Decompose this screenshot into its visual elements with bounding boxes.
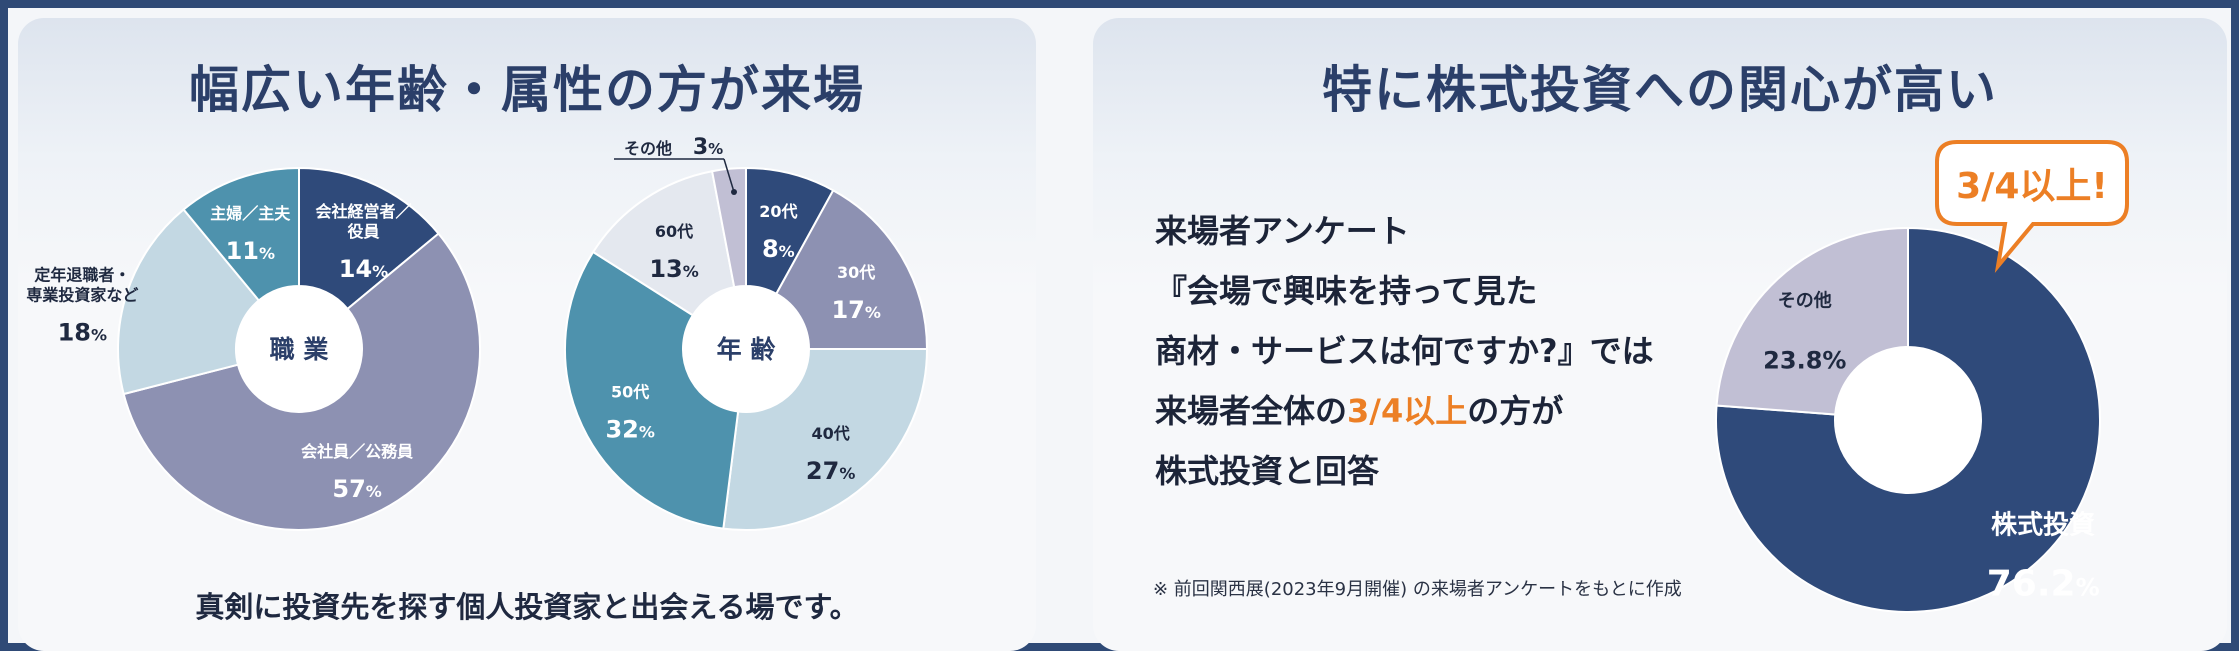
age-value-4: 13% <box>649 255 698 283</box>
age-center-label: 年 齢 <box>717 335 776 364</box>
occupation-category-2-1: 専業投資家など <box>26 285 138 304</box>
occupation-category-2-0: 定年退職者・ <box>33 265 130 284</box>
occupation-category-0-1: 役員 <box>347 222 379 241</box>
occupation-donut-chart: 会社経営者／役員 14% 会社員／公務員 57% 定年退職者・専業投資家など 18% 主婦／… <box>26 166 481 531</box>
interest-value-0: 76.2% <box>1987 564 2100 605</box>
age-label-0: 20代 8% <box>759 202 797 263</box>
occupation-slice-2 <box>117 208 261 396</box>
occupation-category-3-0: 主婦／主夫 <box>210 204 291 223</box>
age-value-2: 27% <box>806 457 855 485</box>
survey-line-5: 株式投資と回答 <box>1155 452 1380 490</box>
age-category-1-0: 30代 <box>837 263 875 282</box>
age-category-0-0: 20代 <box>759 202 797 221</box>
interest-donut-chart: 株式投資 76.2% その他 23.8% 3/4以上! <box>1715 140 2129 613</box>
occupation-hole <box>236 286 362 412</box>
survey-line-4: 来場者全体の3/4以上の方が <box>1155 381 1654 441</box>
age-label-1: 30代 17% <box>831 263 880 324</box>
survey-description: 来場者アンケート 『会場で興味を持って見た 商材・サービスは何ですか?』では 来… <box>1155 201 1654 501</box>
occupation-value-1: 57% <box>332 475 381 503</box>
occupation-label-0: 会社経営者／役員 14% <box>315 202 411 283</box>
age-donut-chart: 20代 8% 30代 17% 40代 27% 50代 32% 60代 13% 年 齢 その他 3% <box>564 135 929 531</box>
age-value-1: 17% <box>831 296 880 324</box>
interest-label-0: 株式投資 76.2% <box>1987 511 2100 605</box>
occupation-value-0: 14% <box>339 255 388 283</box>
interest-hole <box>1835 347 1981 493</box>
survey-line-2: 『会場で興味を持って見た <box>1155 272 1538 310</box>
age-label-5: その他 3% <box>614 135 737 195</box>
age-category-4-0: 60代 <box>655 222 693 241</box>
survey-highlight: 3/4以上 <box>1347 392 1468 430</box>
interest-category-0-0: 株式投資 <box>1991 511 2095 541</box>
occupation-value-3: 11% <box>226 237 275 265</box>
interest-card: 特に株式投資への関心が高い 来場者アンケート 『会場で興味を持って見た 商材・サ… <box>1093 18 2227 651</box>
age-label-2: 40代 27% <box>806 424 855 485</box>
callout-text: 3/4以上! <box>1956 166 2108 207</box>
occupation-value-2: 18% <box>58 318 107 346</box>
occupation-category-0-0: 会社経営者／ <box>315 202 411 221</box>
callout-bubble: 3/4以上! <box>1935 140 2129 273</box>
age-value-0: 8% <box>762 235 795 263</box>
demographics-card: 幅広い年齢・属性の方が来場 会社経営者／ 役員 14% 会社員／公務員 57% 定年退職者… <box>18 18 1036 651</box>
survey-line-3: 商材・サービスは何ですか?』では <box>1155 332 1654 370</box>
survey-line-4-pre: 来場者全体の <box>1155 392 1348 430</box>
survey-line-1: 来場者アンケート <box>1155 212 1410 250</box>
occupation-label-3: 主婦／主夫 11% <box>210 204 291 265</box>
age-category-2-0: 40代 <box>812 424 850 443</box>
age-label-3: 50代 32% <box>605 382 654 443</box>
occupation-center-label: 職 業 <box>270 335 329 364</box>
demographics-title: 幅広い年齢・属性の方が来場 <box>189 61 865 119</box>
age-leader-dot <box>731 189 737 195</box>
age-leader-line <box>723 158 735 193</box>
age-category-5-0: その他 <box>624 139 672 158</box>
occupation-label-2: 定年退職者・専業投資家など 18% <box>26 265 138 346</box>
source-note: ※ 前回関西展(2023年9月開催) の来場者アンケートをもとに作成 <box>1153 579 1682 600</box>
occupation-category-1-0: 会社員／公務員 <box>301 442 413 461</box>
interest-title: 特に株式投資への関心が高い <box>1322 61 1998 119</box>
age-label-4: 60代 13% <box>649 222 698 283</box>
age-value-5: 3% <box>693 135 723 160</box>
survey-line-4-post: の方が <box>1467 392 1564 430</box>
demographics-footnote: 真剣に投資先を探す個人投資家と出会える場です。 <box>195 590 859 624</box>
age-category-3-0: 50代 <box>611 382 649 401</box>
callout-shape <box>1935 140 2129 273</box>
age-value-3: 32% <box>605 415 654 443</box>
interest-label-1: その他 23.8% <box>1763 289 1846 374</box>
age-hole <box>683 286 809 412</box>
interest-category-1-0: その他 <box>1778 289 1832 311</box>
interest-value-1: 23.8% <box>1763 346 1846 374</box>
occupation-label-1: 会社員／公務員 57% <box>301 442 413 503</box>
